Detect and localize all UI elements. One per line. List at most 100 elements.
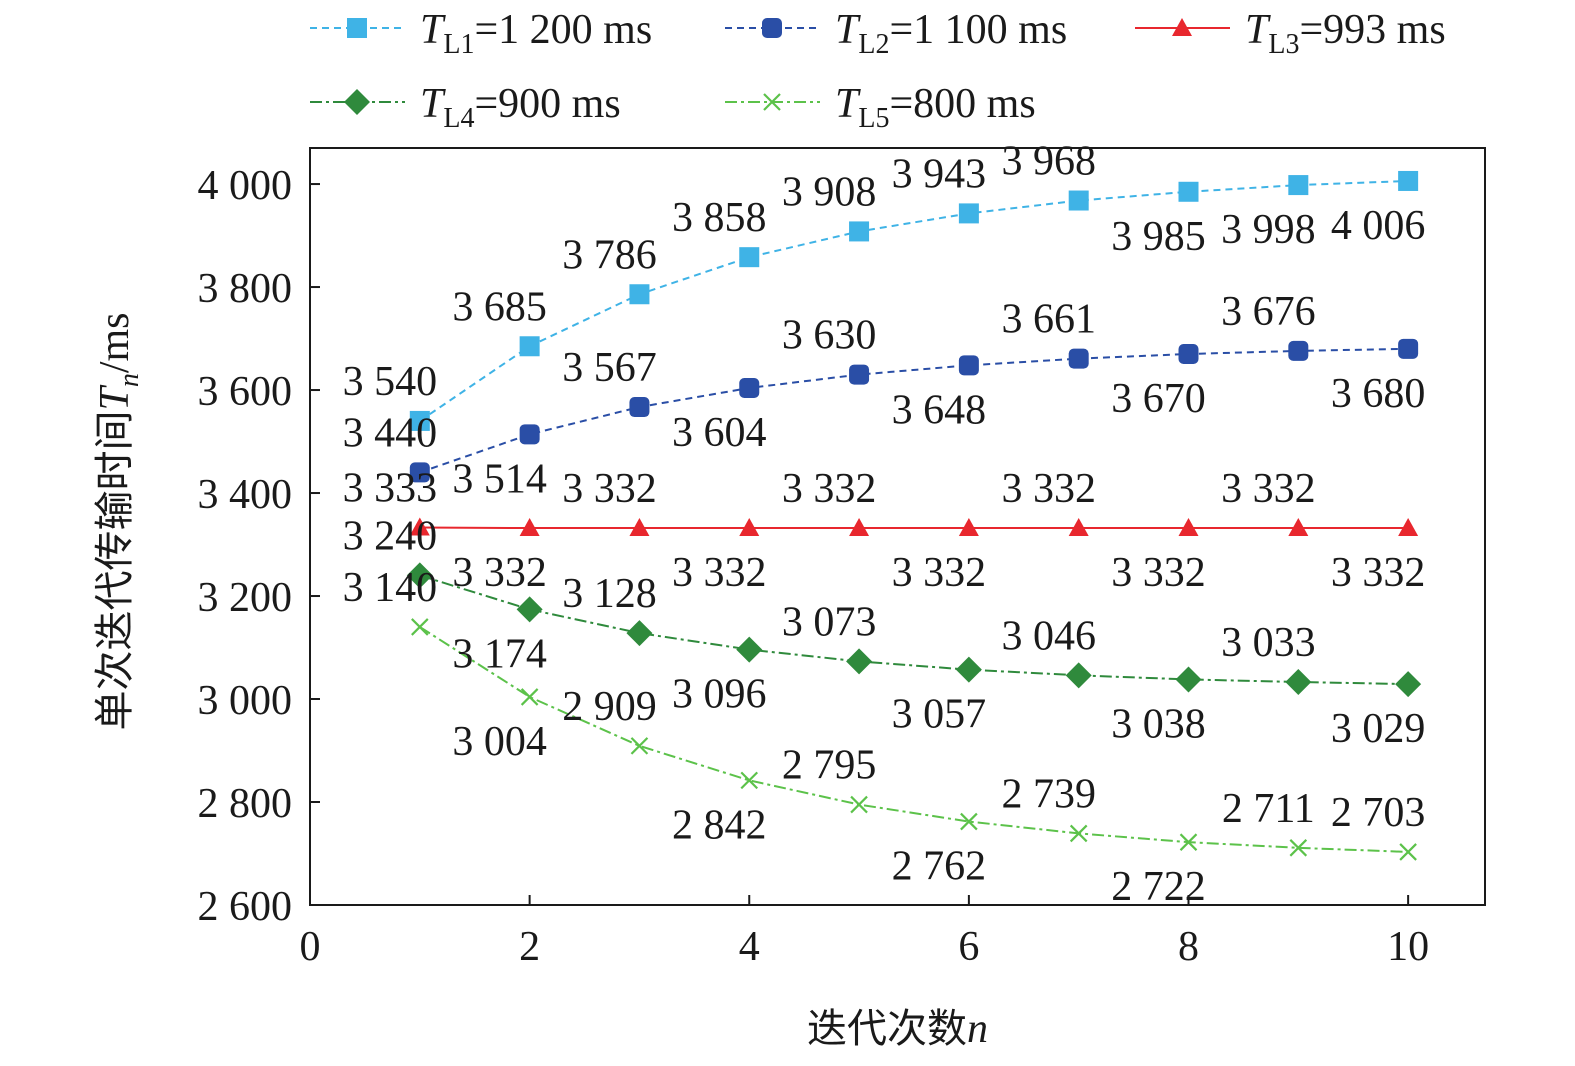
data-point (519, 424, 540, 445)
data-label: 2 795 (782, 743, 877, 789)
data-label: 3 685 (452, 284, 547, 330)
legend-label: TL2=1 100 ms (835, 7, 1067, 60)
data-point (960, 812, 978, 831)
data-label: 3 540 (343, 359, 438, 405)
data-point (1179, 833, 1198, 851)
data-label: 3 073 (782, 599, 877, 645)
data-point (849, 364, 870, 385)
data-point (629, 284, 650, 305)
data-label: 3 968 (1001, 139, 1096, 185)
data-point (1398, 518, 1419, 537)
series-line (419, 526, 1409, 530)
data-label: 2 722 (1111, 864, 1206, 910)
data-label: 3 332 (562, 466, 657, 512)
data-label: 3 680 (1331, 371, 1426, 417)
y-tick-label: 4 000 (198, 163, 293, 209)
data-label: 3 998 (1221, 207, 1316, 253)
data-label: 3 057 (892, 692, 987, 738)
data-label: 3 985 (1111, 214, 1206, 260)
data-label: 3 332 (452, 550, 547, 596)
data-point (409, 517, 430, 536)
series-line (419, 574, 1409, 686)
data-label: 3 676 (1221, 289, 1316, 335)
series-l4 (406, 562, 1422, 698)
data-label: 3 332 (1001, 466, 1096, 512)
series-line (419, 626, 1409, 853)
y-tick-label: 3 400 (198, 472, 293, 518)
data-label: 3 332 (672, 550, 767, 596)
y-tick-label: 2 600 (198, 884, 293, 930)
data-point (520, 688, 539, 706)
data-point (1069, 824, 1088, 843)
x-tick-label: 4 (739, 924, 760, 970)
data-point (1399, 843, 1417, 861)
data-point (1068, 190, 1089, 211)
data-label: 2 703 (1331, 790, 1426, 836)
data-point (955, 656, 982, 683)
legend-marker (762, 18, 782, 38)
data-label: 3 630 (782, 313, 877, 359)
x-tick-label: 6 (958, 924, 979, 970)
data-label: 3 046 (1001, 613, 1096, 659)
series-layer (406, 170, 1422, 861)
data-label: 2 909 (562, 684, 657, 730)
legend-item-l1: TL1=1 200 ms (310, 7, 652, 60)
data-point (519, 518, 540, 537)
data-point (739, 247, 760, 268)
data-point (1065, 662, 1092, 689)
data-label: 3 567 (562, 345, 657, 391)
data-point (1178, 343, 1199, 364)
x-tick-label: 8 (1178, 924, 1199, 970)
data-label: 3 670 (1111, 376, 1206, 422)
data-label: 3 033 (1221, 620, 1316, 666)
legend-marker (763, 93, 781, 111)
data-label: 3 908 (782, 169, 877, 215)
data-point (958, 203, 979, 224)
x-tick-label: 0 (300, 924, 321, 970)
y-tick-label: 3 000 (198, 678, 293, 724)
legend-item-l5: TL5=800 ms (725, 81, 1036, 134)
data-point (958, 518, 979, 537)
data-point (629, 518, 650, 537)
data-point (849, 221, 870, 242)
y-tick-label: 3 800 (198, 266, 293, 312)
legend-item-l2: TL2=1 100 ms (725, 7, 1067, 60)
data-point (1395, 671, 1422, 698)
data-point (849, 518, 870, 537)
data-point (740, 771, 759, 790)
data-point (630, 737, 649, 755)
data-point (516, 596, 543, 623)
data-point (1285, 669, 1312, 696)
data-label: 3 332 (1221, 466, 1316, 512)
data-label: 3 038 (1111, 701, 1206, 747)
data-label: 3 096 (672, 672, 767, 718)
plot-frame (309, 147, 1486, 906)
data-label: 2 762 (892, 844, 987, 890)
data-label: 3 029 (1331, 706, 1426, 752)
legend-marker (1172, 18, 1192, 36)
legend-marker (344, 89, 370, 115)
legend-label: TL5=800 ms (835, 81, 1036, 134)
y-tick-label: 2 800 (198, 781, 293, 827)
data-point (1288, 175, 1309, 196)
data-point (739, 518, 760, 537)
data-label: 3 332 (1331, 550, 1426, 596)
data-label: 3 786 (562, 232, 657, 278)
y-tick-label: 3 600 (198, 369, 293, 415)
data-label: 3 648 (892, 387, 987, 433)
series-l1 (409, 170, 1419, 431)
data-label: 4 006 (1331, 203, 1426, 249)
data-label: 3 661 (1001, 297, 1096, 343)
x-tick-label: 2 (519, 924, 540, 970)
data-point (519, 336, 540, 357)
data-point (1068, 348, 1089, 369)
axes: 0 2 4 6 8 10 2 600 2 800 3 000 3 200 3 400 3 600 3 8… (92, 163, 1429, 1052)
data-point (958, 355, 979, 376)
data-point (409, 462, 430, 483)
series-l3 (409, 517, 1419, 537)
data-label: 2 842 (672, 802, 767, 848)
data-label: 2 739 (1001, 771, 1096, 817)
legend-item-l3: TL3=993 ms (1135, 7, 1446, 60)
data-label: 3 332 (892, 550, 987, 596)
x-tick-label: 10 (1387, 924, 1429, 970)
